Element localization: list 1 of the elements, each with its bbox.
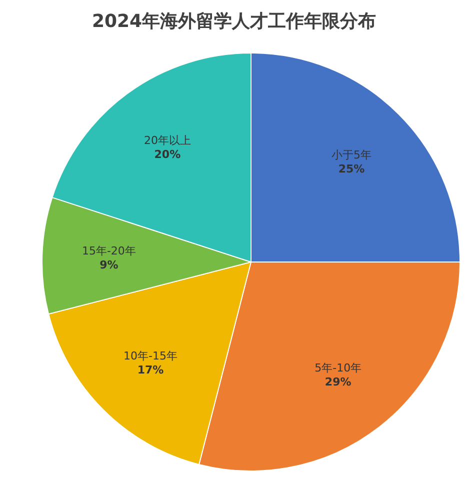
- title: 2024年海外留学人才工作年限分布: [92, 11, 376, 32]
